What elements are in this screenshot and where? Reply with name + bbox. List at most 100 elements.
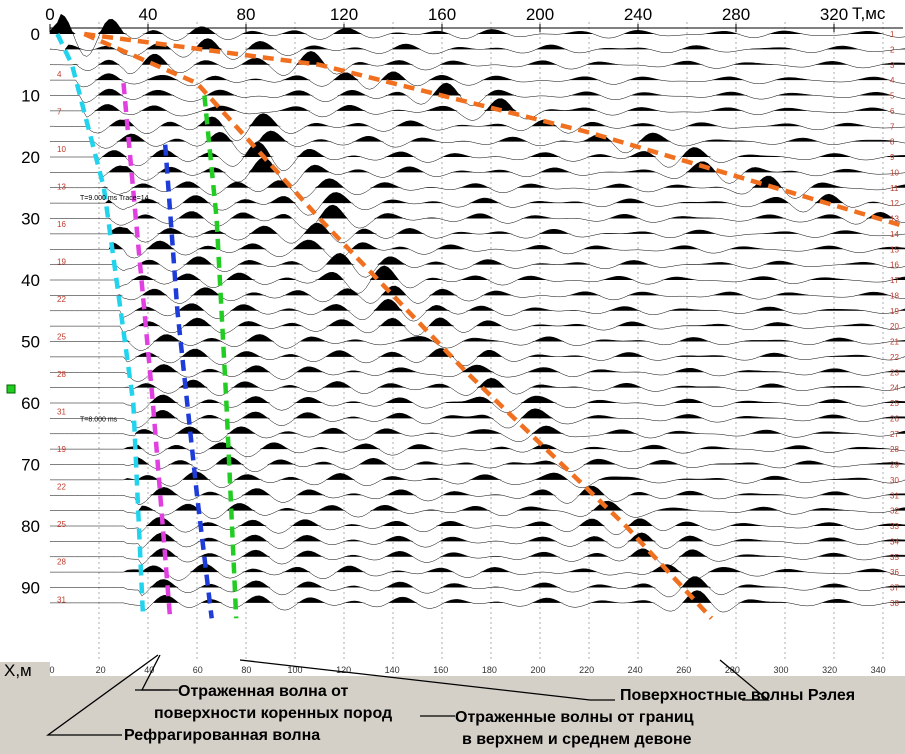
time-tick-label: 40: [139, 5, 158, 24]
trace-number-right: 33: [890, 522, 899, 531]
trace-fill: [50, 176, 905, 188]
trace-number-right: 1: [890, 30, 895, 39]
left-offset-axis: 0 10 20 30 40 50 60 70 80 90: [21, 25, 40, 598]
trace-wiggle: [49, 471, 905, 489]
trace-number-right: 27: [890, 430, 899, 439]
time-tick-label: 160: [428, 5, 456, 24]
bottom-tick-label: 40: [144, 665, 154, 675]
trace-fill: [50, 576, 905, 588]
trace-number-left: 4: [57, 70, 62, 79]
bottom-tick-label: 300: [773, 665, 788, 675]
trace-fill: [50, 408, 905, 419]
trace-wiggle: [49, 175, 905, 199]
leader-line: [719, 659, 770, 701]
trace-wiggle: [49, 239, 905, 261]
trace-fill: [50, 486, 905, 496]
caption-refracted: Рефрагированная волна: [124, 727, 320, 744]
trace-fill: [50, 517, 905, 526]
trace-number-left: 19: [57, 258, 66, 267]
trace-wiggle: [49, 377, 905, 396]
offset-tick-label: 60: [21, 394, 40, 413]
trace-number-left: 22: [57, 483, 66, 492]
trace-fill: [50, 334, 905, 342]
trace-wiggle: [50, 334, 905, 351]
trace-fill: [50, 501, 905, 511]
offset-tick-label: 70: [21, 456, 40, 475]
trace-number-left: 22: [57, 295, 66, 304]
trace-wiggle: [49, 442, 905, 458]
trace-number-right: 36: [890, 568, 899, 577]
trace-number-left: 31: [57, 408, 66, 417]
top-time-axis: 0 40 80 120 160 200 240 280 320: [45, 5, 903, 32]
time-tick-label: 200: [526, 5, 554, 24]
trace-number-right: 13: [890, 215, 899, 224]
trace-wiggle: [49, 98, 905, 121]
trace-wiggle: [49, 51, 905, 76]
trace-wiggle: [49, 590, 905, 613]
trace-number-left: 28: [57, 370, 66, 379]
trace-number-left: 25: [57, 333, 66, 342]
trace-number-right: 28: [890, 445, 899, 454]
bottom-tick-label: 80: [241, 665, 251, 675]
time-tick-label: 0: [45, 5, 54, 24]
trace-fill: [50, 299, 905, 311]
caption-bedrock-line1: Отраженная волна от: [178, 683, 349, 700]
trace-wiggle: [49, 192, 905, 216]
trace-fill: [50, 38, 905, 50]
trace-number-left: 10: [57, 145, 66, 154]
trace-number-left: 28: [57, 558, 66, 567]
bottom-tick-label: 260: [676, 665, 691, 675]
trace-wiggle: [49, 71, 905, 90]
trace-number-right: 4: [890, 76, 895, 85]
offset-tick-label: 10: [21, 87, 40, 106]
trace-fill: [50, 442, 905, 450]
caption-rayleigh: Поверхностные волны Рэлея: [620, 687, 855, 704]
trace-number-right: 15: [890, 245, 899, 254]
trace-number-left: 16: [57, 220, 66, 229]
trace-fill: [50, 532, 905, 542]
cursor-readout: T=9.000 ms Trace=14: [80, 195, 149, 202]
trace-number-right: 19: [890, 307, 899, 316]
trace-wiggle: [49, 548, 905, 567]
trace-number-right: 31: [890, 491, 899, 500]
trace-number-right: 37: [890, 584, 899, 593]
trace-fill: [50, 548, 905, 557]
trace-number-left: 25: [57, 520, 66, 529]
leader-line: [239, 659, 615, 701]
trace-wiggle: [49, 13, 905, 57]
trace-number-right: 21: [890, 338, 899, 347]
trace-fill: [50, 130, 905, 142]
trace-wiggle: [49, 317, 905, 336]
position-marker: [6, 384, 16, 394]
time-tick-label: 280: [722, 5, 750, 24]
caption-devon-line1: Отраженные волны от границ: [455, 709, 694, 726]
trace-wiggle: [49, 500, 905, 519]
trace-fill: [50, 223, 905, 234]
trace-number-right: 16: [890, 261, 899, 270]
seismic-traces: [49, 13, 905, 613]
trace-number-left: 7: [57, 108, 62, 117]
trace-wiggle: [49, 425, 905, 443]
bottom-tick-label: 240: [628, 665, 643, 675]
trace-number-right: 26: [890, 414, 899, 423]
trace-number-right: 38: [890, 599, 899, 608]
cursor-readout: T=8.000 ms: [80, 416, 118, 423]
trace-wiggle: [49, 532, 905, 549]
caption-leader-lines: [46, 654, 770, 736]
trace-number-right: 35: [890, 553, 899, 562]
trace-wiggle: [49, 348, 905, 367]
pick-line-refracted: [55, 33, 146, 619]
offset-axis-label: X,м: [4, 661, 32, 680]
trace-number-right: 34: [890, 537, 899, 546]
pick-line-green: [202, 95, 239, 619]
trace-wiggle: [49, 157, 905, 187]
trace-fill: [50, 364, 905, 373]
bottom-tick-label: 340: [871, 665, 886, 675]
trace-wiggle: [49, 252, 905, 278]
trace-fill: [50, 425, 905, 434]
trace-wiggle: [50, 141, 905, 171]
trace-number-left: 19: [57, 445, 66, 454]
pick-line-blue: [162, 144, 214, 619]
